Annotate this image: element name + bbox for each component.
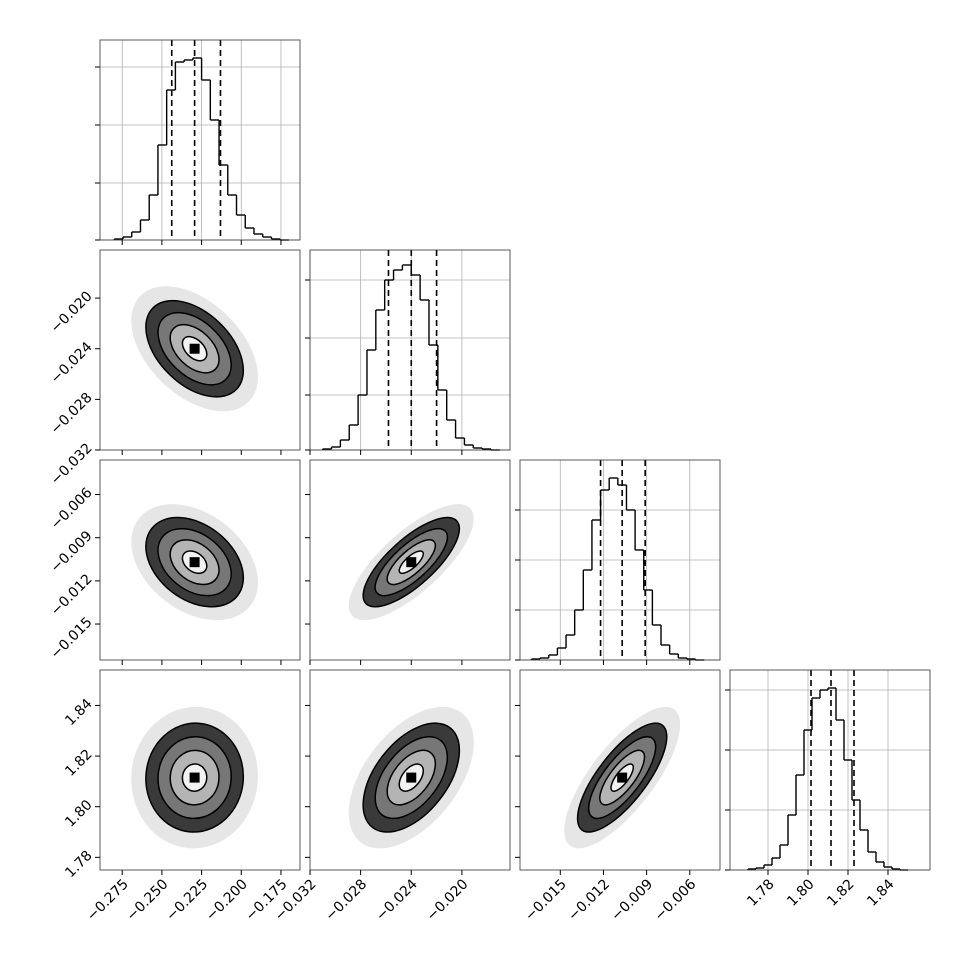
histogram-panel: 1.78 1.80 1.82 1.84 [725, 669, 931, 910]
x-tick-label: 1.78 [744, 876, 777, 909]
panel-frame [99, 669, 301, 871]
x-tick-label: −0.012 [565, 876, 613, 924]
y-tick-label: −0.009 [48, 528, 96, 576]
y-tick-label: −0.024 [48, 339, 96, 387]
y-tick-label: −0.015 [48, 614, 96, 662]
x-tick-label: −0.028 [322, 876, 370, 924]
x-tick-label: −0.200 [203, 876, 251, 924]
x-tick-label: −0.250 [124, 876, 172, 924]
panel-frame [729, 669, 931, 871]
x-tick-label: 1.80 [784, 876, 817, 909]
density-panel [305, 459, 511, 665]
y-tick-label: −0.020 [48, 288, 96, 336]
y-tick-label: 1.78 [62, 848, 95, 881]
density-peak [189, 343, 200, 354]
density-panel: −0.015−0.012−0.009−0.006 [48, 459, 301, 665]
density-panel: −0.015−0.012−0.009−0.006 [515, 669, 721, 924]
panel-frame [309, 459, 511, 661]
panel-frame [309, 249, 511, 451]
y-tick-label: 1.84 [62, 696, 95, 729]
y-tick-label: −0.012 [48, 571, 96, 619]
panel-frame [99, 459, 301, 661]
y-tick-label: −0.028 [48, 390, 96, 438]
density-panel: −0.275−0.250−0.225−0.200−0.1751.781.801.… [62, 669, 301, 924]
y-tick-label: 1.82 [62, 746, 95, 779]
panel-frame [519, 669, 721, 871]
density-peak [406, 772, 417, 783]
x-tick-label: 1.82 [824, 876, 857, 909]
y-tick-label: 1.80 [62, 797, 95, 830]
density-panel: −0.032−0.028−0.024−0.020 [48, 249, 301, 488]
x-tick-label: 1.84 [864, 876, 897, 909]
density-peak [189, 557, 200, 568]
x-tick-label: −0.024 [373, 876, 421, 924]
panel-frame [99, 39, 301, 241]
histogram-panel [305, 249, 511, 455]
x-tick-label: −0.020 [424, 876, 472, 924]
x-tick-label: −0.225 [163, 876, 211, 924]
y-tick-label: −0.006 [48, 485, 96, 533]
x-tick-label: −0.006 [651, 876, 699, 924]
x-tick-label: −0.015 [522, 876, 570, 924]
panel-frame [519, 459, 721, 661]
y-tick-label: −0.032 [48, 440, 96, 488]
histogram-panel [95, 39, 301, 245]
x-tick-label: −0.009 [608, 876, 656, 924]
density-peak [617, 772, 628, 783]
x-tick-label: −0.275 [84, 876, 132, 924]
density-panel: −0.032−0.028−0.024−0.020 [272, 669, 511, 924]
panel-frame [309, 669, 511, 871]
density-peak [189, 772, 200, 783]
histogram-panel [515, 459, 721, 665]
density-peak [406, 557, 417, 568]
panel-frame [99, 249, 301, 451]
